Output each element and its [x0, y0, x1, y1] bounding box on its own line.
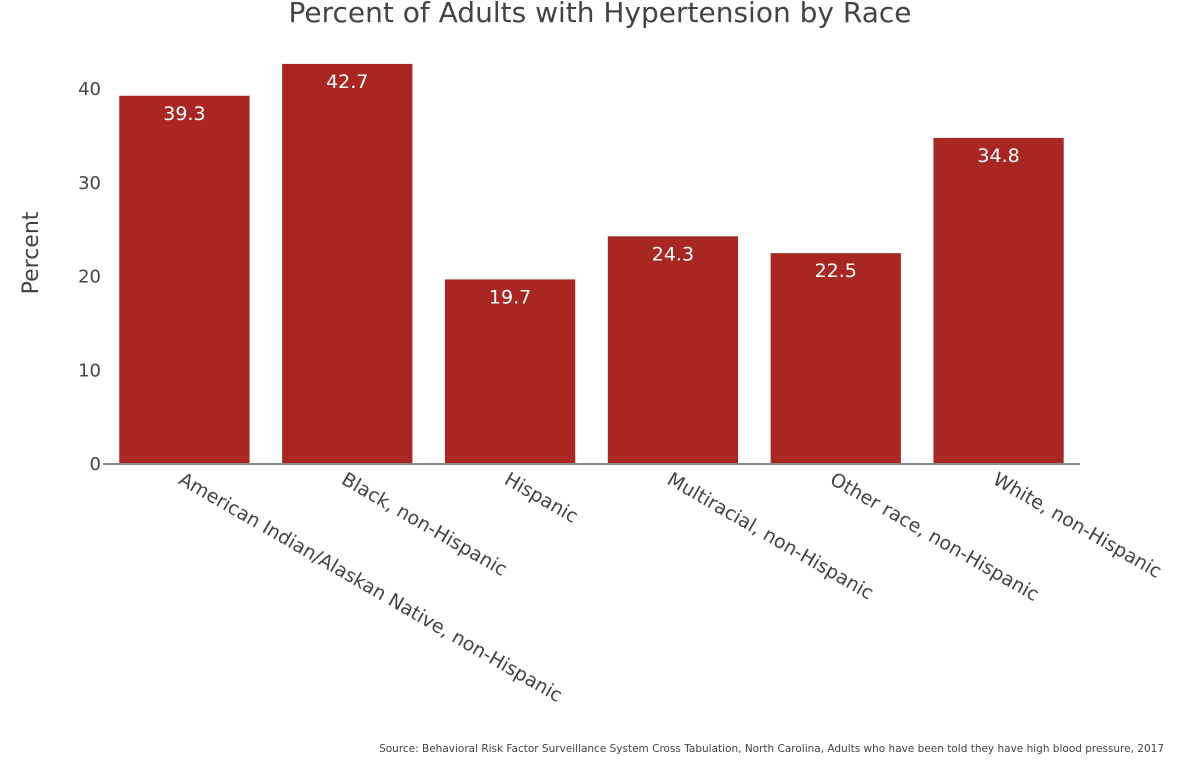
y-tick-label: 0	[90, 454, 101, 475]
y-tick-label: 30	[78, 173, 101, 194]
data-labels-group: 39.3 42.7 19.7 24.3 22.5 34.8	[163, 71, 1019, 309]
category-label: Black, non-Hispanic	[338, 468, 511, 581]
bar-value-label: 24.3	[652, 243, 694, 265]
bar-value-label: 39.3	[163, 103, 205, 125]
bar	[282, 63, 413, 464]
y-tick-label: 20	[78, 267, 101, 288]
chart-title: Percent of Adults with Hypertension by R…	[289, 0, 912, 29]
y-tick-label: 40	[78, 79, 101, 100]
category-label: Hispanic	[501, 468, 582, 528]
bars-group	[119, 63, 1064, 464]
bar-value-label: 42.7	[326, 71, 368, 93]
bar	[607, 236, 739, 464]
category-label: White, non-Hispanic	[989, 468, 1165, 582]
source-note: Source: Behavioral Risk Factor Surveilla…	[379, 743, 1164, 755]
bar-value-label: 19.7	[489, 286, 531, 308]
bar	[444, 279, 576, 464]
y-tick-label: 10	[78, 360, 101, 381]
category-labels-group: American Indian/Alaskan Native, non-Hisp…	[175, 468, 1165, 706]
bar	[770, 253, 901, 464]
bar-value-label: 34.8	[977, 145, 1019, 167]
bar	[933, 137, 1064, 464]
bar-value-label: 22.5	[815, 260, 857, 282]
y-axis-ticks: 0 10 20 30 40	[78, 79, 101, 475]
y-axis-label: Percent	[19, 211, 44, 294]
bar	[119, 95, 250, 464]
